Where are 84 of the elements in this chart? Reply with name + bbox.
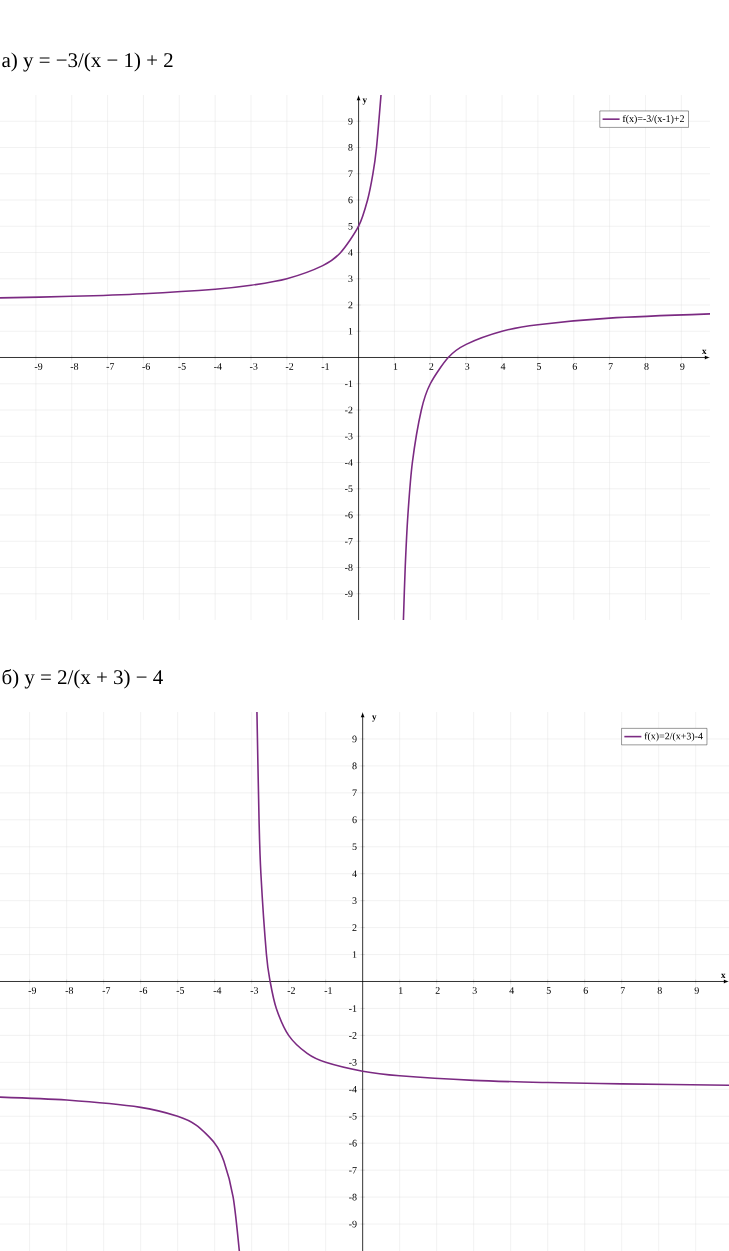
y-tick-label: -7	[345, 537, 353, 545]
x-tick-label: -4	[214, 363, 222, 370]
x-tick-label: -1	[321, 363, 329, 370]
x-tick-label: -7	[106, 363, 115, 370]
y-tick-label: -4	[349, 1086, 357, 1093]
x-tick-label: -7	[102, 987, 111, 994]
x-tick-label: 4	[500, 363, 506, 370]
y-tick-label: 9	[352, 735, 357, 743]
y-tick-label: 7	[352, 789, 357, 797]
x-tick-label: 6	[572, 363, 577, 370]
y-tick-label: 5	[348, 222, 353, 230]
x-tick-label: 6	[583, 987, 588, 994]
y-tick-label: 3	[348, 275, 353, 283]
x-tick-label: -3	[250, 987, 259, 994]
y-tick-label: 9	[348, 117, 353, 125]
x-tick-label: -2	[285, 363, 294, 370]
x-tick-label: 3	[465, 363, 470, 370]
x-axis-title: x	[702, 349, 707, 354]
legend-label: f(x)=2/(x+3)-4	[644, 732, 703, 742]
y-tick-label: 5	[352, 843, 357, 851]
x-tick-label: 2	[435, 987, 440, 994]
y-tick-label: -1	[345, 380, 353, 388]
x-axis-title: x	[721, 973, 726, 978]
y-tick-label: 2	[352, 924, 357, 931]
x-tick-label: -5	[176, 987, 185, 994]
x-tick-label: -6	[139, 987, 148, 994]
x-tick-label: 9	[694, 987, 699, 994]
x-tick-label: 8	[644, 363, 649, 370]
x-tick-label: 1	[399, 987, 403, 994]
x-tick-label: 4	[509, 987, 515, 994]
y-tick-label: 7	[348, 170, 353, 177]
x-tick-label: -6	[142, 363, 150, 370]
x-tick-label: -9	[34, 363, 43, 370]
x-tick-label: -2	[287, 987, 295, 994]
x-tick-label: -5	[178, 363, 186, 370]
x-tick-label: 2	[429, 363, 434, 370]
x-tick-label: -8	[70, 363, 79, 370]
y-tick-label: -9	[349, 1220, 357, 1228]
x-tick-label: 5	[537, 363, 542, 370]
x-tick-label: -3	[249, 363, 258, 370]
x-tick-label: 7	[608, 363, 613, 370]
y-tick-label: -3	[349, 1059, 357, 1066]
y-tick-label: 8	[348, 144, 353, 151]
line-series	[0, 1096, 241, 1251]
y-tick-label: 1	[348, 327, 353, 335]
y-axis-title: y	[362, 98, 367, 105]
y-tick-label: 6	[352, 816, 357, 824]
y-tick-label: 1	[352, 951, 357, 958]
y-tick-label: -2	[349, 1032, 357, 1039]
line-series	[0, 94, 382, 299]
y-tick-label: 4	[352, 870, 357, 877]
y-axis-title: y	[372, 715, 377, 722]
legend-label: f(x)=-3/(x-1)+2	[622, 114, 684, 125]
x-tick-label: -4	[213, 987, 222, 994]
y-tick-label: -8	[345, 564, 353, 571]
y-tick-label: 3	[352, 897, 357, 904]
y-tick-label: -6	[349, 1139, 357, 1147]
y-tick-label: 6	[348, 196, 353, 204]
y-tick-label: -5	[345, 485, 353, 493]
x-tick-label: 5	[546, 987, 551, 994]
x-tick-label: -1	[324, 987, 332, 994]
y-tick-label: -3	[345, 432, 353, 440]
x-tick-label: -8	[65, 987, 74, 994]
y-tick-label: -6	[345, 511, 353, 519]
y-tick-label: -1	[349, 1005, 357, 1012]
y-tick-label: -5	[349, 1112, 357, 1120]
y-tick-label: 2	[348, 301, 353, 309]
x-tick-label: 1	[393, 363, 398, 370]
y-tick-label: -2	[345, 406, 353, 414]
y-tick-label: -4	[345, 459, 353, 466]
y-tick-label: -8	[349, 1193, 357, 1201]
y-tick-label: 4	[348, 249, 353, 256]
x-tick-label: 9	[680, 363, 685, 370]
x-tick-label: 7	[620, 987, 625, 994]
line-series	[256, 712, 729, 1087]
y-tick-label: 8	[352, 762, 357, 770]
line-series	[402, 313, 711, 620]
y-tick-label: -7	[349, 1166, 357, 1174]
chart-title: а) y = −3/(x − 1) + 2	[2, 52, 173, 72]
x-tick-label: 8	[657, 987, 662, 994]
y-tick-label: -9	[345, 590, 353, 598]
x-tick-label: -9	[28, 987, 37, 994]
x-tick-label: 3	[472, 987, 477, 994]
chart-title: б) y = 2/(x + 3) − 4	[2, 669, 163, 689]
